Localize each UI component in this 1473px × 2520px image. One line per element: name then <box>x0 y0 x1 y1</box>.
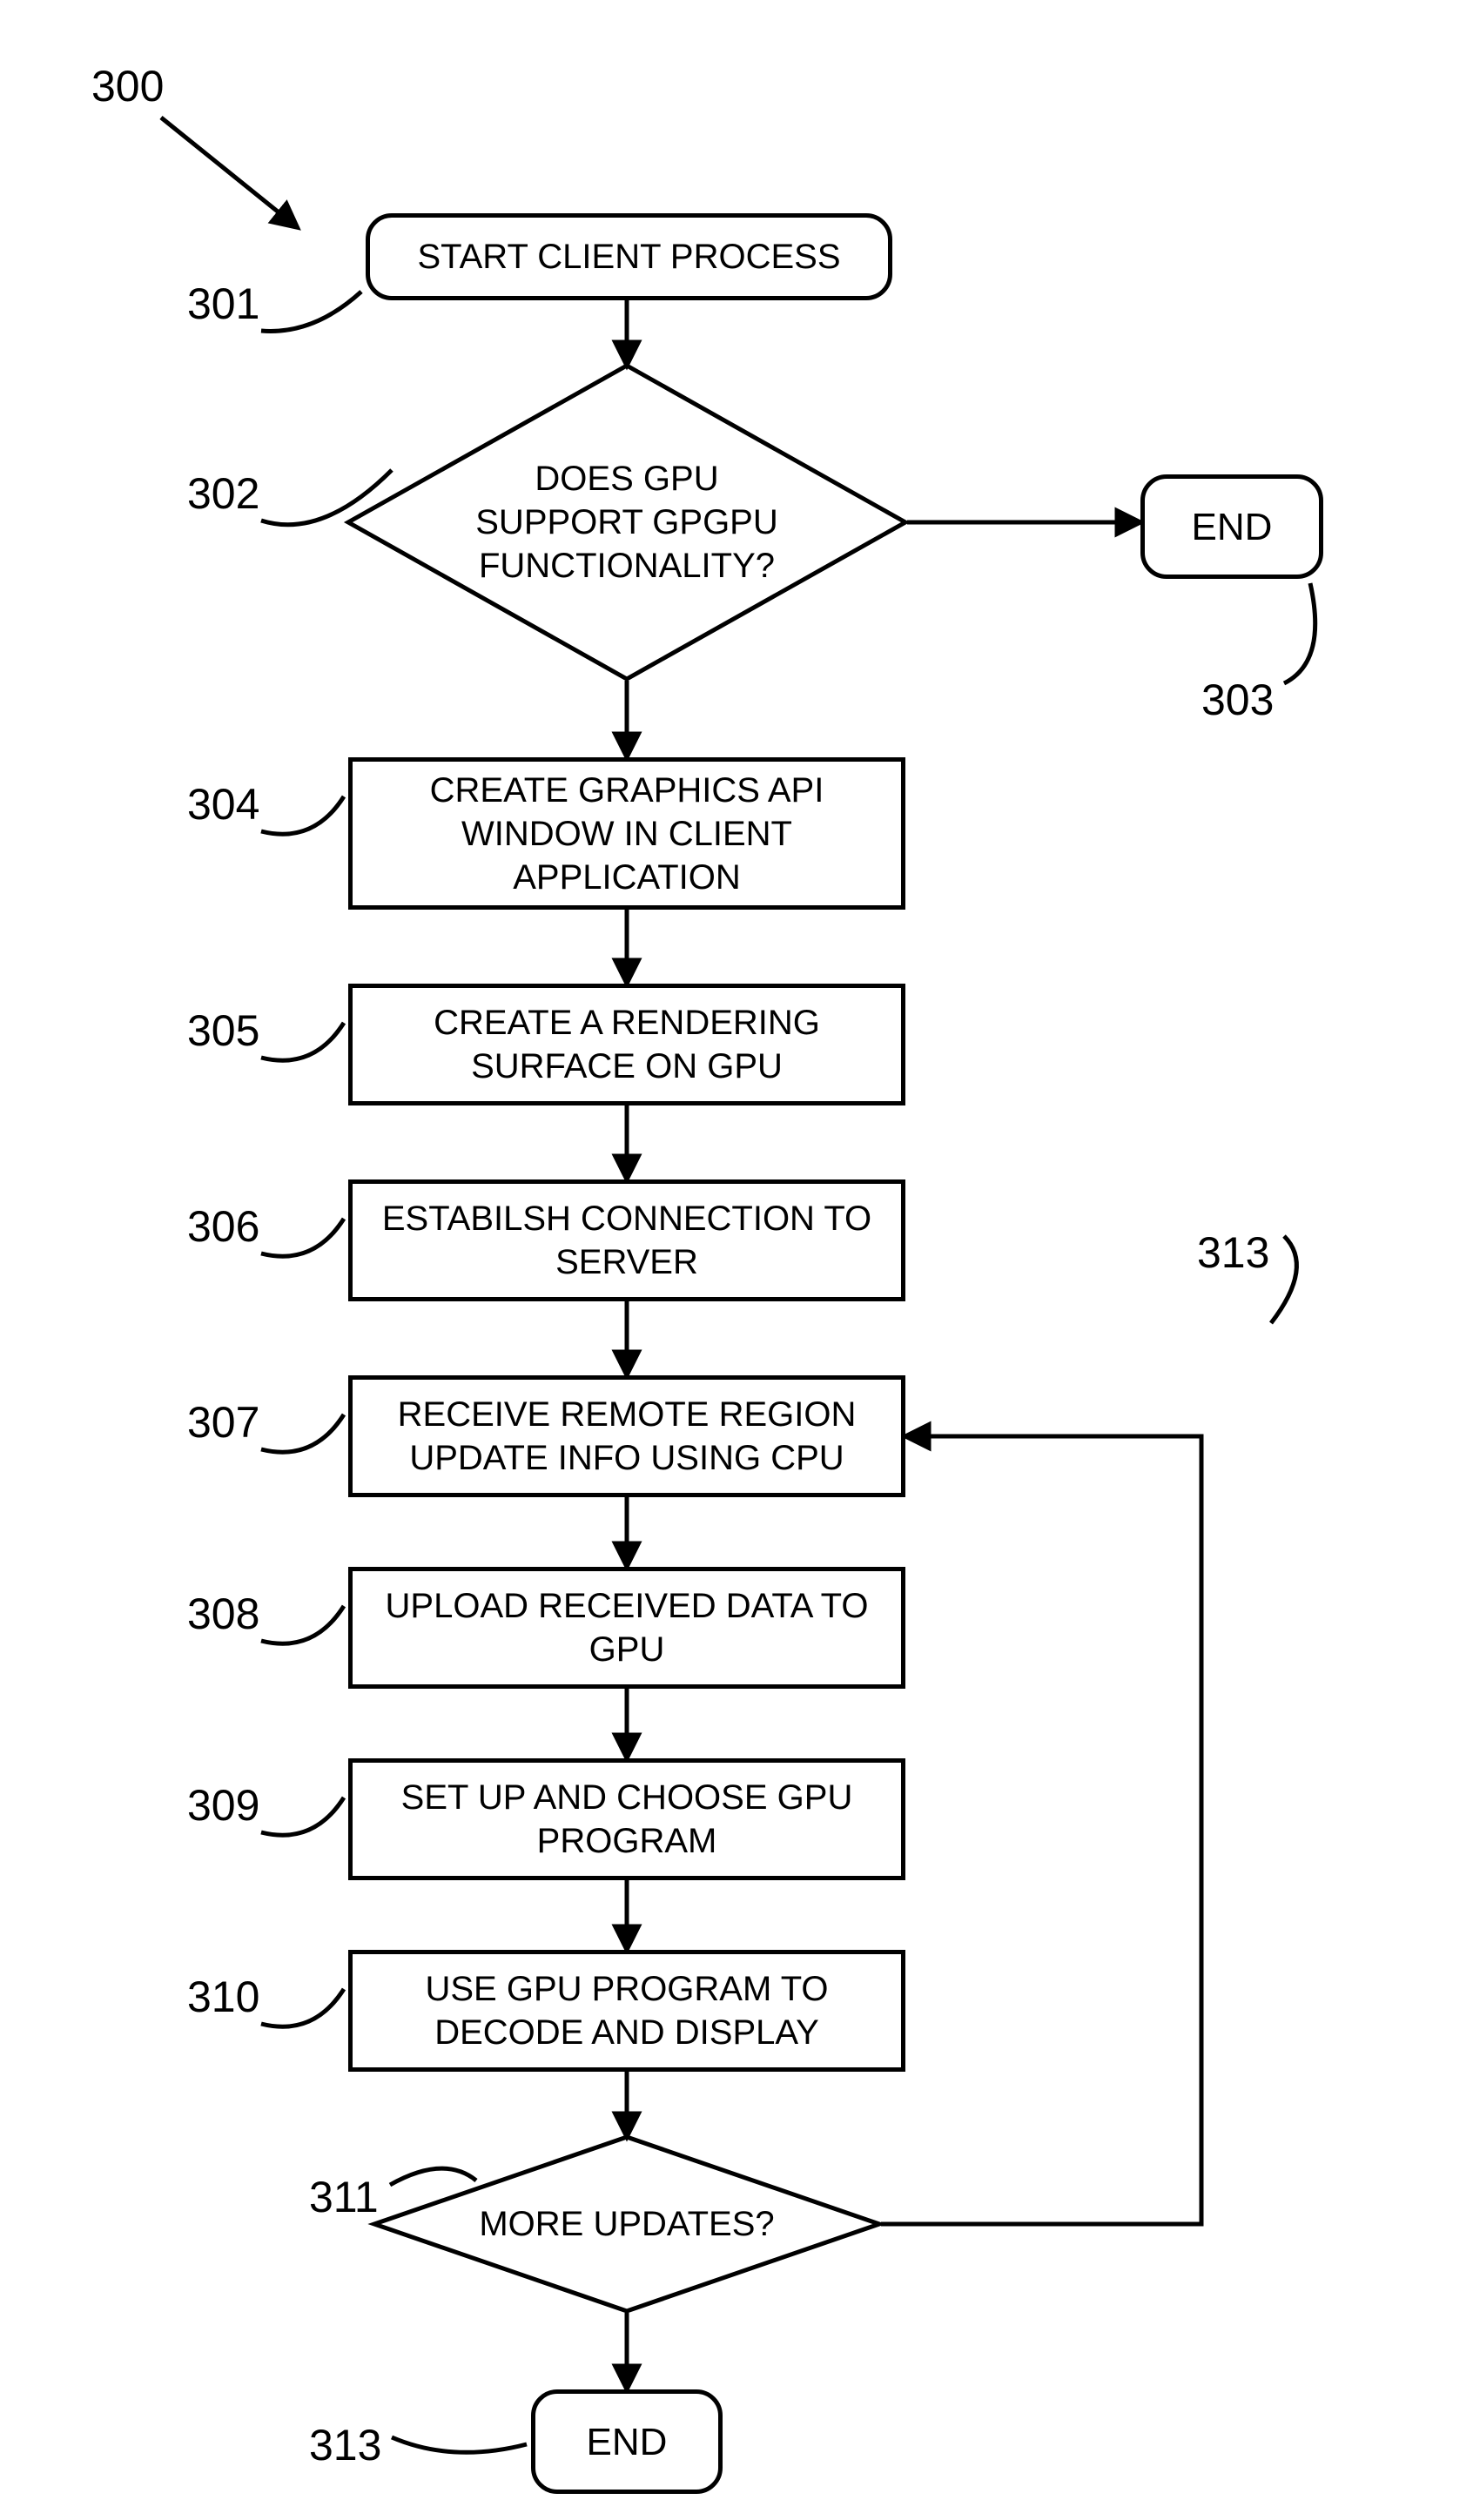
ref-label-r313b: 313 <box>309 2420 381 2470</box>
ref-label-r305: 305 <box>187 1005 259 1056</box>
edge-loop-n311-n307 <box>881 1436 1201 2224</box>
ref-label-r302: 302 <box>187 468 259 519</box>
ref-tail-r302 <box>261 470 392 525</box>
ref-tail-r304 <box>261 796 344 834</box>
ref-label-r309: 309 <box>187 1780 259 1831</box>
flow-node-n308: UPLOAD RECEIVED DATA TOGPU <box>348 1567 905 1689</box>
flow-node-n304: CREATE GRAPHICS APIWINDOW IN CLIENTAPPLI… <box>348 757 905 910</box>
flow-node-n309: SET UP AND CHOOSE GPUPROGRAM <box>348 1758 905 1880</box>
ref-tail-r313b <box>392 2437 527 2452</box>
ref-label-r303: 303 <box>1201 675 1274 725</box>
flow-node-n307: RECEIVE REMOTE REGIONUPDATE INFO USING C… <box>348 1375 905 1497</box>
flow-node-n303: END <box>1140 474 1323 579</box>
ref-tail-r303 <box>1284 583 1315 683</box>
flowchart-canvas: START CLIENT PROCESS DOES GPUSUPPORT GPGP… <box>0 0 1473 2520</box>
ref-tail-r309 <box>261 1798 344 1835</box>
flow-node-n302: DOES GPUSUPPORT GPGPUFUNCTIONALITY? <box>446 366 808 679</box>
ref-tail-r305 <box>261 1023 344 1060</box>
ref-tail-r301 <box>261 292 361 331</box>
flow-node-n313b: END <box>531 2389 723 2494</box>
ref-label-r310: 310 <box>187 1972 259 2022</box>
ref-label-r313a: 313 <box>1197 1227 1269 1278</box>
ref-tail-r308 <box>261 1606 344 1643</box>
ref-label-r306: 306 <box>187 1201 259 1252</box>
figure-label-arrow <box>161 118 296 226</box>
ref-label-r304: 304 <box>187 779 259 830</box>
ref-tail-r307 <box>261 1415 344 1452</box>
flow-node-n305: CREATE A RENDERINGSURFACE ON GPU <box>348 984 905 1105</box>
ref-label-r307: 307 <box>187 1397 259 1448</box>
flow-node-n301: START CLIENT PROCESS <box>366 213 892 300</box>
flow-node-n311: MORE UPDATES? <box>463 2137 791 2311</box>
ref-tail-r310 <box>261 1989 344 2026</box>
ref-label-r311: 311 <box>309 2172 379 2222</box>
ref-label-r308: 308 <box>187 1589 259 1639</box>
flow-node-n306: ESTABILSH CONNECTION TOSERVER <box>348 1179 905 1301</box>
ref-label-r300: 300 <box>91 61 164 111</box>
flow-node-n310: USE GPU PROGRAM TODECODE AND DISPLAY <box>348 1950 905 2072</box>
ref-label-r301: 301 <box>187 279 259 329</box>
ref-tail-r306 <box>261 1219 344 1256</box>
ref-tail-r313a <box>1271 1236 1296 1323</box>
